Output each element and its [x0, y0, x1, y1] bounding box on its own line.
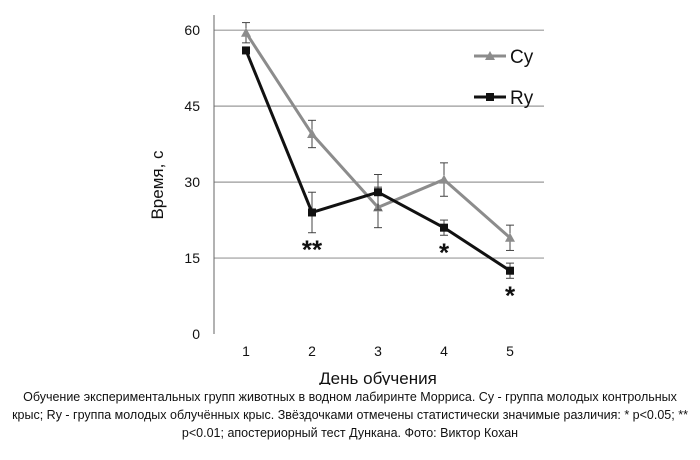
significance-mark-5: *	[505, 280, 516, 310]
legend-item-Cy: Cy	[474, 47, 534, 68]
data-point-Ry-2	[308, 208, 316, 217]
x-tick-label-3: 3	[374, 343, 382, 359]
series-Ry	[242, 46, 514, 279]
legend-marker-Ry	[486, 93, 494, 101]
y-tick-label-30: 30	[184, 174, 200, 190]
y-tick-label-15: 15	[184, 250, 200, 266]
x-tick-label-1: 1	[242, 343, 250, 359]
y-tick-label-45: 45	[184, 98, 200, 114]
legend-label-Ry: Ry	[510, 88, 534, 109]
data-point-Ry-5	[506, 266, 514, 275]
data-point-Cy-1	[241, 27, 251, 37]
data-point-Ry-3	[374, 188, 382, 197]
figure-caption: Обучение экспериментальных групп животны…	[12, 390, 688, 440]
legend-label-Cy: Cy	[510, 47, 534, 68]
significance-mark-4: *	[439, 237, 450, 267]
legend: Cy Ry	[474, 47, 534, 109]
legend-marker-Cy	[485, 51, 495, 60]
series-group	[241, 22, 515, 279]
significance-mark-2: **	[302, 235, 323, 265]
data-point-Cy-5	[505, 232, 515, 242]
data-point-Ry-4	[440, 223, 448, 232]
x-axis-label: День обучения	[319, 369, 437, 385]
legend-item-Ry: Ry	[474, 88, 534, 109]
y-tick-label-60: 60	[184, 22, 200, 38]
data-point-Cy-4	[439, 174, 449, 184]
x-tick-labels: 1 2 3 4 5	[242, 343, 514, 359]
x-tick-label-5: 5	[506, 343, 514, 359]
series-line-Ry	[244, 49, 511, 272]
significance-annotations: ** **	[302, 235, 516, 311]
x-tick-label-4: 4	[440, 343, 448, 359]
data-point-Cy-2	[307, 128, 317, 138]
y-tick-labels: 0 15 30 45 60	[184, 22, 200, 342]
y-axis-label: Время, с	[148, 150, 167, 220]
data-point-Ry-1	[242, 46, 250, 55]
x-tick-label-2: 2	[308, 343, 316, 359]
y-tick-label-0: 0	[192, 326, 200, 342]
